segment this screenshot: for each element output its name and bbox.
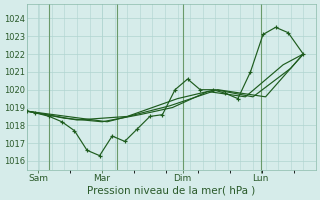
X-axis label: Pression niveau de la mer( hPa ): Pression niveau de la mer( hPa ) xyxy=(87,186,255,196)
